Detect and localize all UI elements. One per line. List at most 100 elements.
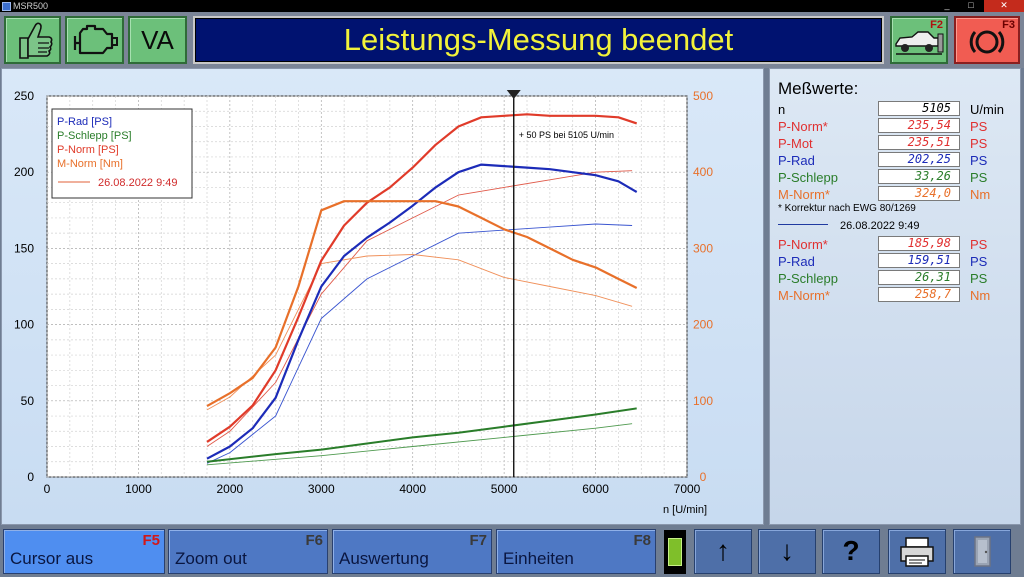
x-tick-label: 0 — [44, 482, 51, 496]
cursor-off-button[interactable]: F5 Cursor aus — [3, 529, 165, 574]
f5-key-label: F5 — [142, 532, 160, 549]
value-readout: 202,25 — [878, 152, 960, 167]
print-button[interactable] — [888, 529, 946, 574]
value-row: P-Norm* 235,54 PS — [778, 118, 1014, 135]
value-readout: 33,26 — [878, 169, 960, 184]
dyno-button[interactable]: F2 — [890, 16, 948, 64]
legend-item: M-Norm [Nm] — [57, 158, 123, 170]
value-readout: 159,51 — [878, 253, 960, 268]
help-button[interactable]: ? — [822, 529, 880, 574]
va-button[interactable]: VA — [128, 16, 187, 64]
x-tick-label: 2000 — [217, 482, 244, 496]
value-label: P-Norm* — [778, 237, 828, 252]
value-label: P-Mot — [778, 136, 813, 151]
x-axis-label: n [U/min] — [663, 504, 707, 516]
y-left-tick-label: 100 — [14, 318, 34, 332]
status-title: Leistungs-Messung beendet — [193, 16, 884, 64]
value-label: P-Norm* — [778, 119, 828, 134]
power-chart[interactable]: 0 1000 2000 3000 4000 5000 6000 700005010015020… — [2, 69, 765, 526]
units-button[interactable]: F8 Einheiten — [496, 529, 656, 574]
cursor-label: + 50 PS bei 5105 U/min — [519, 130, 614, 140]
app-title-text: MSR500 — [13, 1, 49, 11]
value-readout: 235,51 — [878, 135, 960, 150]
value-readout: 258,7 — [878, 287, 960, 302]
value-readout: 26,31 — [878, 270, 960, 285]
window-titlebar: MSR500 _ □ ✕ — [0, 0, 1024, 12]
value-label: M-Norm* — [778, 288, 830, 303]
x-tick-label: 4000 — [399, 482, 426, 496]
value-readout: 185,98 — [878, 236, 960, 251]
thumbs-up-icon — [19, 22, 53, 59]
dyno-fkey: F2 — [930, 19, 943, 31]
value-label: P-Rad — [778, 153, 815, 168]
y-right-tick-label: 300 — [693, 241, 713, 255]
comparison-line-sample — [778, 224, 828, 225]
door-icon — [974, 536, 991, 567]
engine-button[interactable] — [65, 16, 124, 64]
value-unit: U/min — [970, 102, 1004, 117]
y-right-tick-label: 500 — [693, 89, 713, 103]
engine-icon — [73, 24, 118, 55]
confirm-button[interactable] — [4, 16, 61, 64]
value-label: P-Rad — [778, 254, 815, 269]
maximize-button[interactable]: □ — [968, 0, 974, 10]
chart-legend: P-Rad [PS] P-Schlepp [PS] P-Norm [PS] M-Nor… — [51, 108, 193, 199]
brake-fkey: F3 — [1002, 19, 1015, 31]
minimize-button[interactable]: _ — [944, 0, 950, 10]
legend-item: P-Norm [PS] — [57, 144, 119, 156]
cursor-up-button[interactable]: ↑ — [694, 529, 752, 574]
value-unit: Nm — [970, 187, 991, 202]
evaluation-label: Auswertung — [339, 549, 429, 568]
f7-key-label: F7 — [469, 532, 487, 549]
x-tick-label: 5000 — [491, 482, 518, 496]
value-row: P-Rad 202,25 PS — [778, 152, 1014, 169]
value-label: n — [778, 102, 786, 117]
series-line — [206, 200, 638, 408]
app-icon — [2, 1, 11, 11]
brake-button[interactable]: F3 — [954, 16, 1020, 64]
power-chart-panel: 0 1000 2000 3000 4000 5000 6000 7000 0 50 100 150 20… — [1, 68, 764, 525]
y-left-tick-label: 250 — [14, 89, 34, 103]
cursor-down-button[interactable]: ↓ — [758, 529, 816, 574]
close-window-button[interactable]: ✕ — [984, 0, 1024, 12]
y-left-tick-label: 200 — [14, 165, 34, 179]
x-tick-label: 7000 — [674, 482, 701, 496]
x-tick-label: 3000 — [308, 482, 335, 496]
value-label: P-Schlepp — [778, 271, 838, 286]
printer-icon — [900, 537, 934, 567]
exit-button[interactable] — [953, 529, 1011, 574]
y-right-tick-label: 200 — [693, 318, 713, 332]
value-unit: Nm — [970, 288, 991, 303]
app-title: MSR500 — [2, 0, 48, 12]
value-readout: 235,54 — [878, 118, 960, 133]
values-title: Meßwerte: — [778, 79, 859, 98]
series-line — [206, 223, 633, 464]
value-row: M-Norm* 258,7 Nm — [778, 287, 1014, 304]
value-unit: PS — [970, 237, 988, 252]
f6-key-label: F6 — [305, 532, 323, 549]
value-row: P-Rad 159,51 PS — [778, 253, 1014, 270]
zoom-out-button[interactable]: F6 Zoom out — [168, 529, 328, 574]
series-line — [206, 170, 633, 447]
y-right-tick-label: 0 — [700, 470, 707, 484]
y-right-tick-label: 100 — [693, 394, 713, 408]
status-indicator-light — [668, 538, 682, 566]
value-row: P-Mot 235,51 PS — [778, 135, 1014, 152]
value-label: M-Norm* — [778, 187, 830, 202]
legend-comparison-date: 26.08.2022 9:49 — [98, 177, 178, 189]
series-line — [206, 407, 637, 463]
y-left-tick-label: 0 — [27, 470, 34, 484]
value-unit: PS — [970, 170, 988, 185]
cursor-off-label: Cursor aus — [10, 549, 94, 568]
legend-item: P-Rad [PS] — [57, 116, 112, 128]
series-line — [206, 423, 633, 466]
cursor-marker-icon — [506, 90, 521, 99]
status-indicator — [664, 530, 686, 574]
value-unit: PS — [970, 254, 988, 269]
x-tick-label: 1000 — [125, 482, 152, 496]
value-readout: 324,0 — [878, 186, 960, 201]
dyno-icon — [895, 31, 944, 55]
value-row: M-Norm* 324,0 Nm — [778, 186, 1014, 203]
evaluation-button[interactable]: F7 Auswertung — [332, 529, 492, 574]
value-unit: PS — [970, 119, 988, 134]
